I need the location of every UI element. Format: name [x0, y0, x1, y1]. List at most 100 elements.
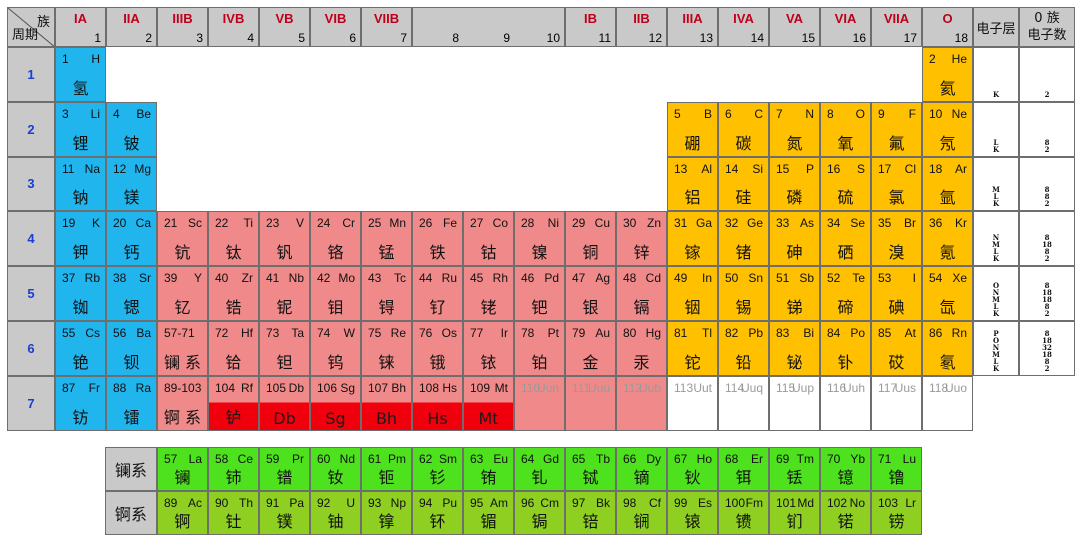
element-Uut: 113 Uut [667, 375, 718, 431]
atomic-number: 74 [317, 326, 331, 340]
chinese-name: 锆 [225, 297, 242, 317]
chinese-name: 镭 [123, 407, 140, 427]
chinese-name: 钐 [429, 468, 446, 487]
atomic-number: 29 [572, 216, 586, 231]
element-symbol: Ne [951, 106, 967, 121]
chinese-name: 镱 [837, 468, 854, 487]
element-symbol: B [703, 106, 712, 121]
atomic-number: 25 [368, 216, 382, 231]
element-symbol: Bi [803, 326, 814, 340]
chinese-name: 锕 [174, 512, 191, 531]
chinese-name: 氦 [939, 78, 956, 98]
element-symbol: Sn [748, 271, 763, 286]
chinese-name: 铕 [480, 468, 497, 487]
chinese-name: 钯 [531, 297, 548, 317]
element-Cr: 24 Cr 铬 [310, 211, 361, 267]
element-Te: 52 Te 碲 [820, 266, 871, 321]
chinese-name: 氮 [786, 133, 803, 153]
element-In: 49 In 铟 [667, 266, 718, 321]
chinese-name: 铀 [327, 512, 344, 531]
chinese-name: Db [273, 408, 296, 428]
element-Sm: 62 Sm 钐 [412, 447, 463, 491]
element-Rh: 45 Rh 铑 [463, 266, 514, 321]
atomic-number: 65 [572, 452, 586, 466]
period-label: 7 [27, 395, 35, 411]
element-symbol: Sm [439, 452, 457, 466]
atomic-number: 86 [929, 326, 943, 340]
element-Sg: 106 Sg Sg [310, 375, 361, 431]
element-Hs: 108 Hs Hs [412, 375, 463, 431]
atomic-number: 114 [725, 380, 745, 395]
atomic-number: 102 [827, 496, 848, 510]
chinese-name: 镥 [888, 468, 905, 487]
element-Sc: 21 Sc 钪 [157, 211, 208, 267]
element-symbol: Tb [595, 452, 610, 466]
corner-group-label: 族 [36, 15, 50, 30]
atomic-number: 54 [929, 271, 943, 286]
element-No: 102 No 锘 [820, 491, 871, 535]
atomic-number: 13 [674, 161, 688, 176]
atomic-number: 80 [623, 326, 637, 340]
element-symbol: Fr [88, 380, 100, 395]
chinese-name: 铷 [72, 297, 89, 317]
atomic-number: 55 [62, 326, 76, 340]
period-number: 3 [7, 156, 55, 212]
atomic-number: 85 [878, 326, 892, 340]
element-symbol: Tl [702, 326, 712, 340]
element-symbol: Fe [442, 216, 457, 231]
atomic-number: 12 [113, 161, 127, 176]
group-header: VIA 16 [820, 7, 871, 47]
element-symbol: Rn [951, 326, 967, 340]
element-symbol: K [91, 216, 100, 231]
element-symbol: La [188, 452, 202, 466]
chinese-name: 锫 [582, 512, 599, 531]
atomic-number: 27 [470, 216, 484, 231]
element-symbol: Se [850, 216, 865, 231]
atomic-number: 109 [470, 380, 491, 395]
atomic-number: 18 [929, 161, 943, 176]
period-number: 4 [7, 211, 55, 267]
atomic-number: 42 [317, 271, 331, 286]
atomic-number: 45 [470, 271, 484, 286]
chinese-name: 碘 [888, 297, 905, 317]
chinese-name: 氧 [837, 133, 854, 153]
group-name: VIA [834, 11, 857, 26]
atomic-number: 106 [317, 380, 338, 395]
element-Uub: 112 Uub [616, 375, 667, 431]
element-Au: 79 Au 金 [565, 321, 616, 376]
atomic-number: 77 [470, 326, 484, 340]
chinese-name: 钼 [327, 297, 344, 317]
element-Eu: 63 Eu 铕 [463, 447, 514, 491]
shell-letter: N [992, 287, 1000, 297]
element-symbol: Eu [493, 452, 508, 466]
element-Bi: 83 Bi 铋 [769, 321, 820, 376]
chinese-name: 钨 [327, 352, 344, 372]
element-symbol: Uuh [842, 380, 865, 395]
atomic-number: 69 [776, 452, 790, 466]
atomic-number: 89-103 [164, 380, 202, 395]
chinese-name: 铁 [429, 243, 446, 263]
atomic-number: 56 [113, 326, 127, 340]
atomic-number: 24 [317, 216, 331, 231]
element-Sr: 38 Sr 锶 [106, 266, 157, 321]
element-symbol: Hs [442, 380, 457, 395]
atomic-number: 112 [623, 380, 643, 395]
group-name: IVB [222, 11, 245, 26]
element-symbol: Lu [902, 452, 916, 466]
chinese-name: 钒 [276, 243, 293, 263]
atomic-number: 61 [368, 452, 382, 466]
electron-count: 18 [1042, 349, 1052, 359]
element-symbol: Ni [547, 216, 559, 231]
atomic-number: 99 [674, 496, 688, 510]
element-Tb: 65 Tb 铽 [565, 447, 616, 491]
element-symbol: Pa [289, 496, 304, 510]
group-name: IIIB [172, 11, 193, 26]
element-Sb: 51 Sb 锑 [769, 266, 820, 321]
atomic-number: 118 [929, 380, 949, 395]
element-Zr: 40 Zr 锆 [208, 266, 259, 321]
element-Pu: 94 Pu 钚 [412, 491, 463, 535]
electron-count: 8 [1044, 328, 1050, 338]
atomic-number: 68 [725, 452, 739, 466]
